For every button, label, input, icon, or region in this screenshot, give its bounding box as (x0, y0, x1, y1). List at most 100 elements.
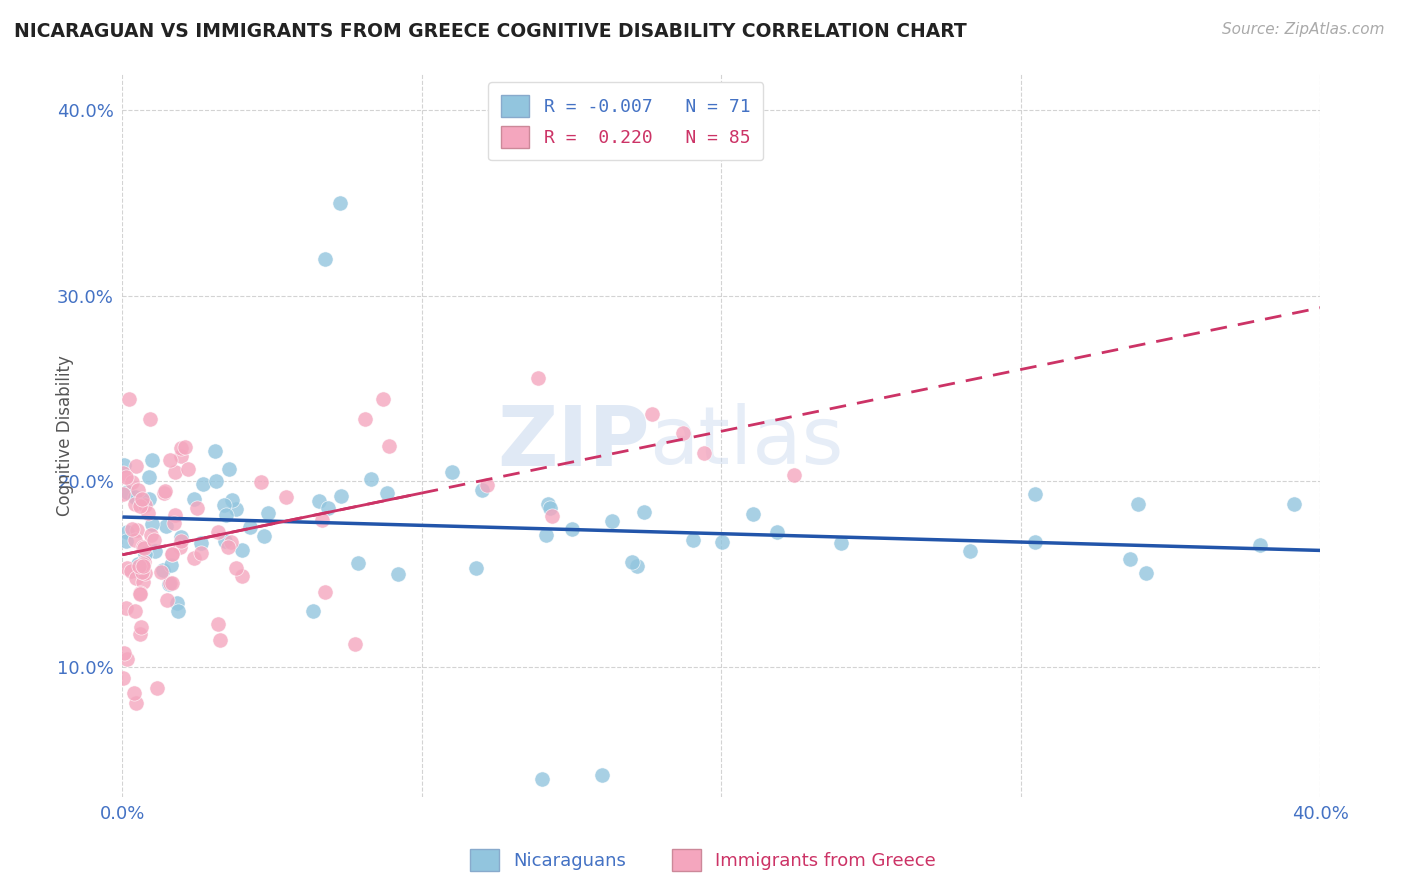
Point (138, 470, 160, 484)
Point (153, 483, 176, 498)
Point (155, 519, 177, 533)
Text: Source: ZipAtlas.com: Source: ZipAtlas.com (1222, 22, 1385, 37)
Point (128, 565, 150, 579)
Point (115, 524, 138, 539)
Point (122, 686, 145, 700)
Point (115, 534, 138, 549)
Point (191, 476, 214, 491)
Point (127, 558, 149, 572)
Point (169, 540, 191, 554)
Point (131, 565, 153, 579)
Point (132, 559, 155, 574)
Point (742, 507, 765, 521)
Point (465, 560, 488, 574)
Text: Cognitive Disability: Cognitive Disability (56, 355, 75, 516)
Point (308, 494, 330, 508)
Point (159, 558, 181, 573)
Point (782, 468, 804, 483)
Point (159, 576, 181, 591)
Point (139, 412, 162, 426)
Point (160, 547, 183, 561)
Point (537, 498, 560, 512)
Point (128, 585, 150, 599)
Point (163, 516, 186, 530)
Point (143, 543, 166, 558)
Point (214, 534, 236, 549)
Point (115, 470, 138, 484)
Point (170, 441, 193, 455)
Point (250, 475, 273, 490)
Point (221, 492, 243, 507)
Point (1282, 497, 1305, 511)
Point (162, 576, 184, 591)
Point (117, 561, 139, 575)
Point (173, 440, 195, 454)
Point (316, 501, 339, 516)
Point (207, 524, 229, 539)
Point (111, 466, 134, 480)
Point (204, 474, 226, 488)
Point (124, 533, 146, 547)
Point (134, 498, 156, 512)
Point (221, 535, 243, 549)
Point (152, 485, 174, 500)
Point (190, 546, 212, 560)
Point (134, 566, 156, 580)
Point (132, 575, 155, 590)
Point (132, 557, 155, 571)
Point (302, 604, 325, 618)
Point (239, 519, 262, 533)
Point (170, 530, 193, 544)
Point (1128, 498, 1150, 512)
Point (125, 696, 148, 710)
Point (127, 523, 149, 537)
Point (231, 542, 253, 557)
Point (143, 533, 166, 548)
Point (129, 587, 152, 601)
Point (125, 570, 148, 584)
Point (314, 252, 336, 266)
Point (128, 559, 150, 574)
Point (1024, 534, 1046, 549)
Point (183, 550, 205, 565)
Point (115, 652, 138, 666)
Point (527, 370, 550, 384)
Point (373, 392, 395, 407)
Point (1024, 487, 1046, 501)
Point (132, 555, 155, 569)
Point (145, 681, 167, 696)
Point (124, 604, 146, 618)
Point (682, 533, 704, 547)
Point (177, 462, 200, 476)
Point (121, 475, 143, 489)
Legend: Nicaraguans, Immigrants from Greece: Nicaraguans, Immigrants from Greece (463, 842, 943, 879)
Point (1135, 566, 1157, 580)
Point (626, 559, 648, 574)
Legend: R = -0.007   N = 71, R =  0.220   N = 85: R = -0.007 N = 71, R = 0.220 N = 85 (488, 82, 763, 161)
Point (218, 462, 240, 476)
Point (387, 566, 409, 581)
Point (530, 772, 553, 786)
Point (225, 561, 247, 575)
Point (375, 485, 398, 500)
Point (1119, 551, 1142, 566)
Point (127, 483, 149, 497)
Point (274, 490, 297, 504)
Point (830, 536, 852, 550)
Point (124, 490, 146, 504)
Point (163, 465, 186, 479)
Point (186, 500, 208, 515)
Point (534, 528, 557, 542)
Point (129, 620, 152, 634)
Point (256, 506, 278, 520)
Point (204, 444, 226, 458)
Point (115, 485, 138, 500)
Point (156, 593, 179, 607)
Point (138, 506, 160, 520)
Point (214, 499, 236, 513)
Point (134, 541, 156, 555)
Point (360, 473, 382, 487)
Point (149, 565, 172, 579)
Point (124, 497, 146, 511)
Point (711, 535, 734, 549)
